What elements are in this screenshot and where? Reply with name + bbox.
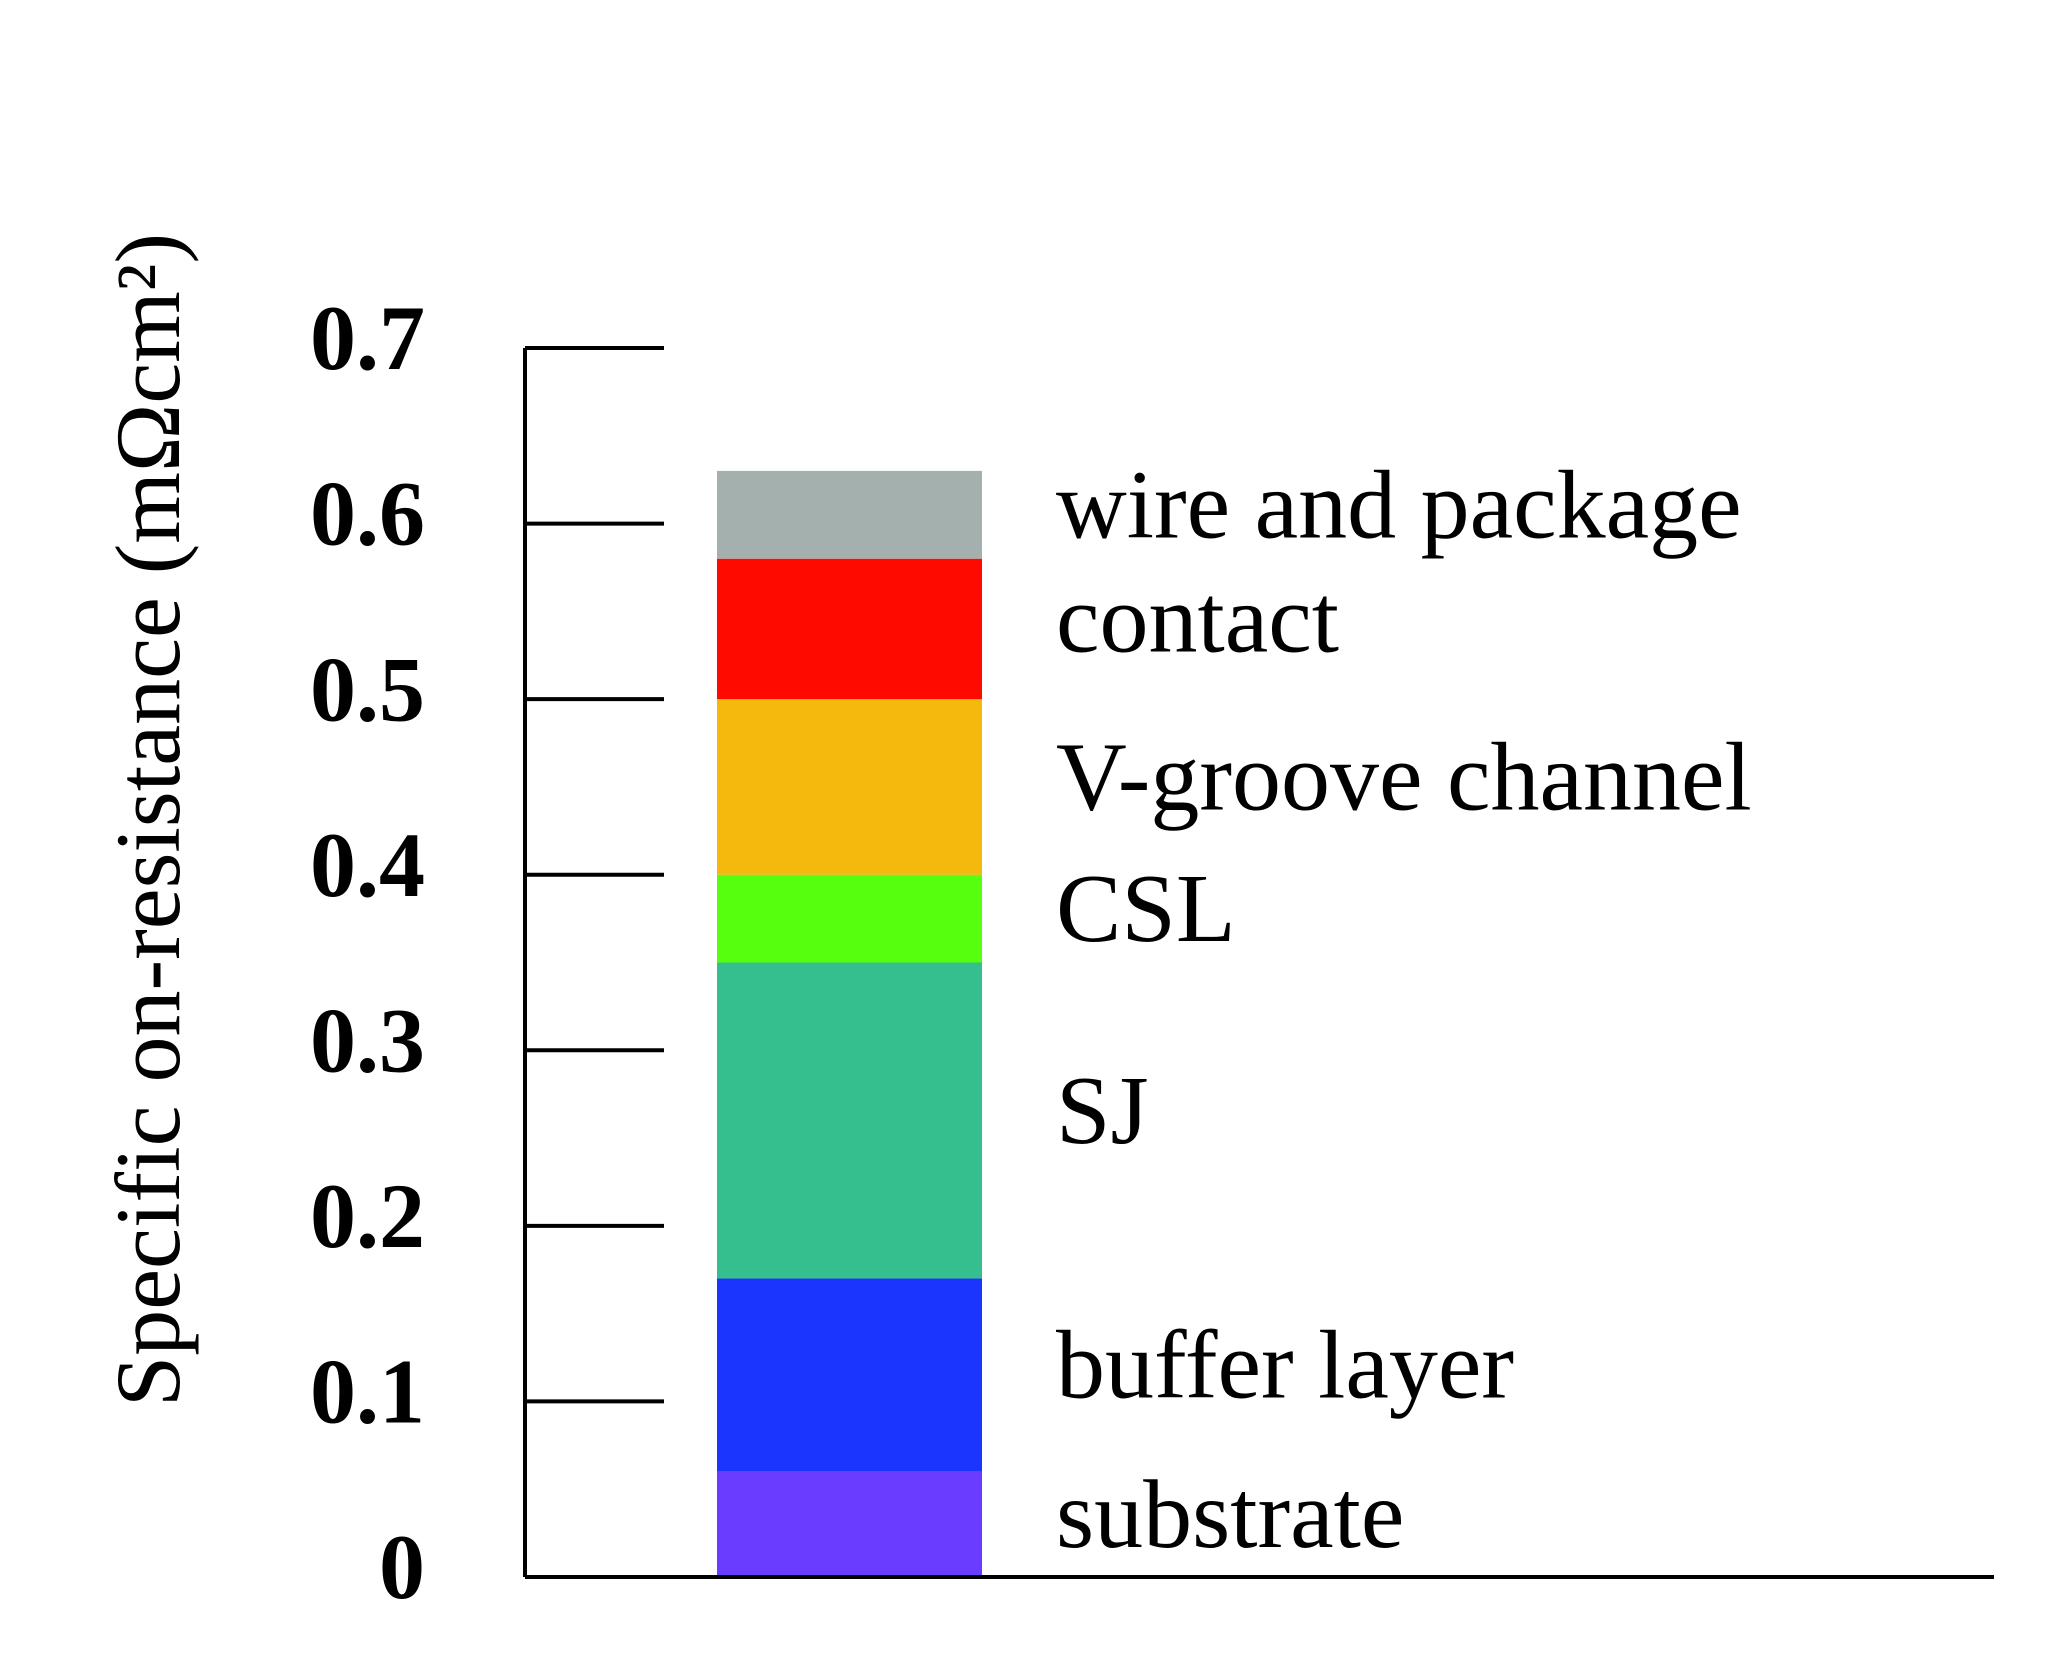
legend-label: buffer layer: [1056, 1312, 1514, 1420]
y-tick-label: 0.4: [310, 814, 425, 916]
bar-segment: [717, 558, 982, 700]
y-tick-label: 0.3: [310, 989, 425, 1091]
bar-segment: [717, 874, 982, 963]
legend-label: contact: [1056, 565, 1339, 673]
y-axis-label: Specific on-resistance (mΩcm²): [97, 233, 199, 1407]
bar-segment: [717, 470, 982, 559]
bar-segment: [717, 962, 982, 1279]
y-tick-label: 0.7: [310, 287, 425, 389]
y-tick-label: 0: [379, 1516, 425, 1618]
legend-label: wire and package: [1056, 451, 1742, 559]
y-tick-label: 0.2: [310, 1165, 425, 1267]
bar-segment: [717, 1278, 982, 1472]
legend-label: V-groove channel: [1056, 723, 1752, 831]
bar-segment: [717, 699, 982, 875]
bar-segment: [717, 1471, 982, 1577]
legend-label: SJ: [1056, 1057, 1149, 1165]
y-tick-label: 0.5: [310, 638, 425, 740]
y-tick-label: 0.6: [310, 463, 425, 565]
legend-label: CSL: [1056, 855, 1236, 963]
y-tick-label: 0.1: [310, 1341, 425, 1443]
legend-label: substrate: [1056, 1461, 1404, 1569]
